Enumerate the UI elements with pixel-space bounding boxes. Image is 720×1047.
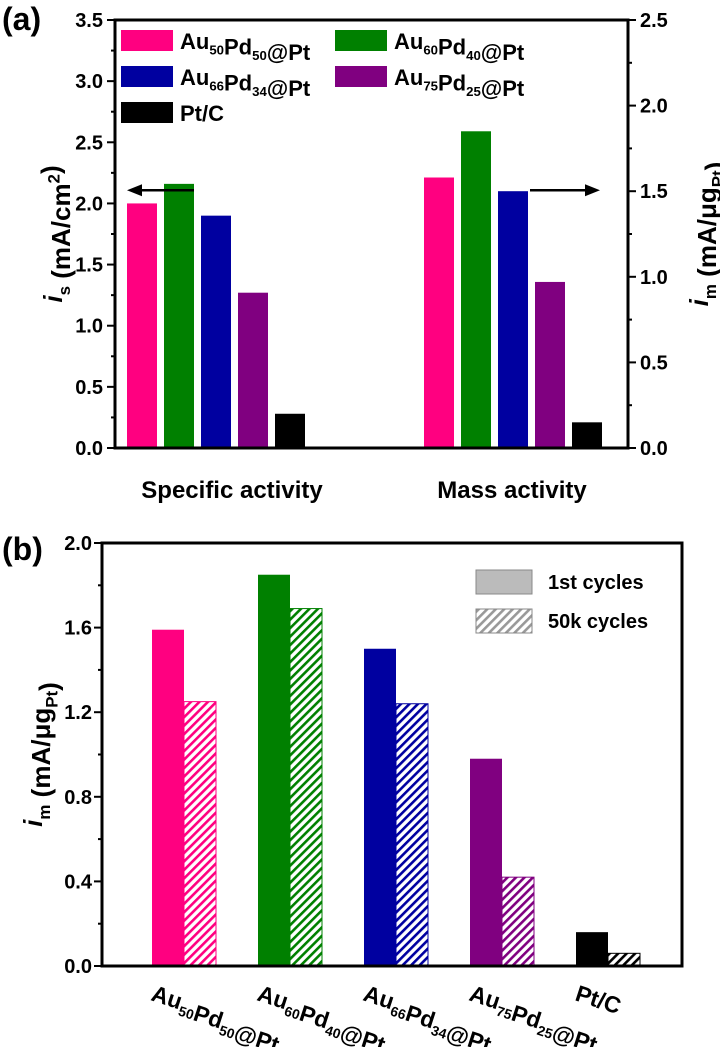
bar-Au60Pd40@Pt-Mass activity: [461, 131, 491, 448]
tick-label-left: 0.5: [75, 377, 103, 399]
legend-swatch: [335, 66, 387, 87]
legend-label: Pt/C: [180, 101, 224, 126]
tick-label-right: 1.0: [640, 267, 668, 289]
legend-swatch: [335, 30, 387, 51]
tick-label: 2.0: [64, 533, 92, 555]
tick-label-left: 3.0: [75, 71, 103, 93]
tick-label-right: 2.0: [640, 96, 668, 118]
legend-swatch: [121, 30, 173, 51]
category-label: Pt/C: [572, 980, 624, 1019]
bar-1st cycles-Au75Pd25@Pt: [470, 758, 502, 966]
tick-label-left: 1.5: [75, 255, 103, 277]
tick-label: 0.4: [64, 871, 93, 893]
bar-50k cycles-Au66Pd34@Pt: [395, 703, 429, 967]
legend-label: Au75Pd25@Pt: [394, 65, 525, 101]
tick-label: 0.0: [64, 956, 92, 978]
bar-50k cycles-Au50Pd50@Pt: [183, 701, 217, 967]
tick-label-right: 1.5: [640, 181, 668, 203]
legend-label: Au50Pd50@Pt: [180, 29, 311, 65]
tick-label-left: 2.0: [75, 193, 103, 215]
tick-label-left: 1.0: [75, 316, 103, 338]
bar-50k cycles-Pt/C: [607, 952, 641, 967]
bar-Pt/C-Specific activity: [275, 413, 305, 448]
arrow-right-icon: [585, 184, 600, 197]
panel-label-a: (a): [2, 1, 41, 37]
category-label: Mass activity: [437, 477, 587, 504]
tick-label-right: 0.5: [640, 352, 668, 374]
legend-swatch: [475, 569, 533, 595]
legend-swatch: [475, 608, 533, 634]
bar-Pt/C-Mass activity: [572, 422, 602, 448]
legend-label: 50k cycles: [548, 611, 648, 633]
bar-Au75Pd25@Pt-Specific activity: [238, 292, 268, 448]
y-axis-label: im (mA/μgPt): [18, 682, 64, 827]
bar-1st cycles-Au50Pd50@Pt: [152, 629, 184, 966]
bar-Au60Pd40@Pt-Specific activity: [164, 183, 194, 448]
legend-swatch: [121, 66, 173, 87]
tick-label: 1.2: [64, 702, 92, 724]
bar-Au75Pd25@Pt-Mass activity: [535, 281, 565, 448]
y-axis-label-left: is (mA/cm2): [35, 165, 75, 302]
category-label: Specific activity: [141, 477, 323, 504]
bar-50k cycles-Au60Pd40@Pt: [289, 608, 323, 967]
legend-label: Au66Pd34@Pt: [180, 65, 311, 101]
bar-Au66Pd34@Pt-Specific activity: [201, 215, 231, 448]
bar-1st cycles-Au66Pd34@Pt: [364, 648, 396, 966]
tick-label-left: 0.0: [75, 438, 103, 460]
bar-50k cycles-Au75Pd25@Pt: [501, 876, 535, 967]
tick-label: 1.6: [64, 618, 92, 640]
bar-Au50Pd50@Pt-Specific activity: [127, 203, 157, 448]
panel-label-b: (b): [2, 531, 43, 567]
y-axis-label-right: im (mA/μgPt): [684, 162, 720, 307]
bar-1st cycles-Au60Pd40@Pt: [258, 574, 290, 966]
legend-label: Au60Pd40@Pt: [394, 29, 525, 65]
bar-Au66Pd34@Pt-Mass activity: [498, 191, 528, 448]
tick-label-right: 0.0: [640, 438, 668, 460]
legend-label: 1st cycles: [548, 572, 644, 594]
panel-a: (a) 0.0 0.5 1.0 1.5 2.0 2.5 3.0 3.5 0.0 0.5 1.0 1.5 2…: [2, 1, 720, 504]
bar-1st cycles-Pt/C: [576, 932, 608, 966]
tick-label-right: 2.5: [640, 10, 668, 32]
panel-b: (b)Au50Pd50@PtAu60Pd40@PtAu66Pd34@PtAu75…: [2, 531, 684, 1047]
arrow-left-icon: [127, 184, 142, 197]
tick-label-left: 2.5: [75, 132, 103, 154]
legend-swatch: [121, 102, 173, 123]
bar-Au50Pd50@Pt-Mass activity: [424, 177, 454, 448]
tick-label-left: 3.5: [75, 10, 103, 32]
tick-label: 0.8: [64, 787, 92, 809]
